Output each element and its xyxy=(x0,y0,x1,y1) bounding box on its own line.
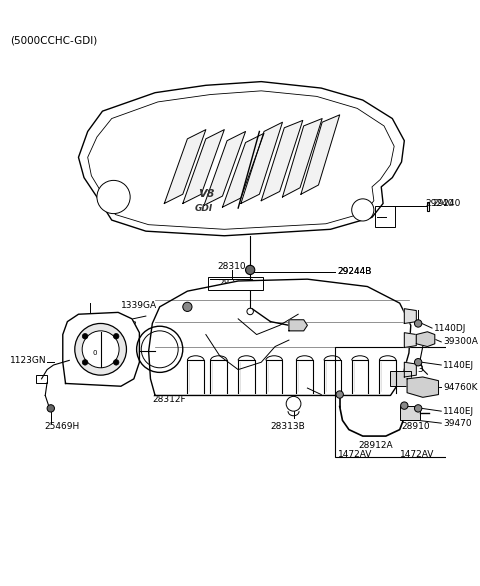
Text: 1140EJ: 1140EJ xyxy=(443,407,474,415)
Text: 28313B: 28313B xyxy=(270,423,305,431)
Text: V8: V8 xyxy=(198,189,214,199)
Circle shape xyxy=(82,360,88,365)
Circle shape xyxy=(47,405,54,412)
FancyBboxPatch shape xyxy=(400,406,420,420)
Polygon shape xyxy=(261,120,303,200)
Text: (5000CCHC-GDI): (5000CCHC-GDI) xyxy=(10,36,97,46)
Circle shape xyxy=(414,359,422,366)
Text: 28912A: 28912A xyxy=(358,441,393,450)
Text: 1140DJ: 1140DJ xyxy=(434,323,466,333)
Polygon shape xyxy=(78,81,404,236)
Polygon shape xyxy=(289,320,307,331)
Polygon shape xyxy=(222,133,264,207)
Text: 28913: 28913 xyxy=(395,365,424,374)
Text: 1472AV: 1472AV xyxy=(338,450,372,459)
Text: 94760K: 94760K xyxy=(443,383,478,391)
Circle shape xyxy=(336,391,343,398)
Polygon shape xyxy=(404,362,416,377)
Text: 28310: 28310 xyxy=(217,262,246,271)
Circle shape xyxy=(82,331,119,368)
Polygon shape xyxy=(149,279,411,396)
Circle shape xyxy=(82,333,88,339)
Circle shape xyxy=(75,323,126,375)
Polygon shape xyxy=(183,130,224,203)
Circle shape xyxy=(137,326,183,372)
Text: 25469H: 25469H xyxy=(44,423,80,431)
Polygon shape xyxy=(404,333,416,347)
Polygon shape xyxy=(301,115,340,194)
Text: 29244B: 29244B xyxy=(337,267,372,276)
Text: 29244B: 29244B xyxy=(337,267,372,276)
Text: 29240: 29240 xyxy=(426,199,454,208)
Polygon shape xyxy=(282,118,322,197)
Polygon shape xyxy=(416,332,435,346)
Text: 39470: 39470 xyxy=(443,418,472,428)
Text: 1472AV: 1472AV xyxy=(400,450,434,459)
Circle shape xyxy=(352,199,374,221)
Polygon shape xyxy=(63,312,139,386)
Polygon shape xyxy=(164,130,206,203)
Polygon shape xyxy=(404,309,416,323)
Circle shape xyxy=(286,396,301,411)
Text: 29246: 29246 xyxy=(261,301,289,309)
FancyBboxPatch shape xyxy=(390,372,411,386)
Circle shape xyxy=(97,180,130,214)
Text: 39300A: 39300A xyxy=(443,338,478,346)
Text: 1123GN: 1123GN xyxy=(10,356,47,365)
Text: 35100B: 35100B xyxy=(102,321,137,330)
Text: 1140EJ: 1140EJ xyxy=(443,360,474,370)
Text: 29240: 29240 xyxy=(432,199,460,208)
Text: 28910: 28910 xyxy=(402,423,430,431)
Text: 0: 0 xyxy=(93,350,97,356)
Circle shape xyxy=(113,333,119,339)
Circle shape xyxy=(246,265,255,274)
Text: 28312F: 28312F xyxy=(195,297,228,306)
Text: GDI: GDI xyxy=(195,203,213,213)
Circle shape xyxy=(414,320,422,327)
Polygon shape xyxy=(407,377,438,397)
Circle shape xyxy=(414,405,422,412)
Polygon shape xyxy=(241,122,282,203)
Text: 1339GA: 1339GA xyxy=(121,301,157,309)
Circle shape xyxy=(113,360,119,365)
Circle shape xyxy=(247,308,253,315)
Text: 28313B: 28313B xyxy=(218,280,253,288)
Circle shape xyxy=(183,302,192,312)
Circle shape xyxy=(401,402,408,409)
Text: 28312F: 28312F xyxy=(152,394,186,404)
Polygon shape xyxy=(204,131,246,205)
